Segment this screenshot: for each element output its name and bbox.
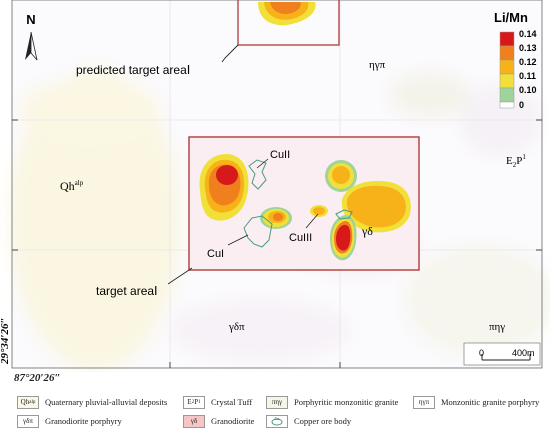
label-qh: Qhalp	[60, 179, 84, 193]
north-arrow	[25, 31, 38, 61]
predicted-leader	[221, 44, 239, 63]
legend-label-qh: Quaternary pluvial-alluvial deposits	[45, 397, 168, 407]
label-cu3: CuIII	[289, 232, 312, 244]
legend-item-gamma-delta: γδ Granodiorite	[183, 413, 254, 429]
svg-text:Cu: Cu	[275, 416, 280, 421]
north-label: N	[26, 12, 35, 27]
legend-panel: Qh alp Quaternary pluvial-alluvial deposi…	[0, 372, 550, 433]
color-swatch-2	[499, 59, 515, 75]
anomaly-left	[199, 153, 249, 221]
label-target-area: target areaⅠ	[96, 284, 158, 298]
geochem-map: N ηγπ Qhalp E2P1 γδ γδπ πηγ predicted ta…	[0, 0, 550, 370]
color-legend-label-4: 0.10	[519, 85, 537, 95]
anomaly-right-large	[341, 180, 411, 233]
label-eta-gamma-pi: ηγπ	[369, 59, 386, 71]
anomaly-right-top	[325, 160, 357, 192]
frame-ticks	[12, 119, 542, 368]
latitude-label: 29°34′26″	[0, 317, 11, 365]
color-legend-label-1: 0.13	[519, 43, 537, 53]
ore-body-cu1	[243, 215, 273, 248]
legend-item-copper: Cu Copper ore body	[266, 413, 351, 429]
legend-item-gamma-delta-pi: γδπ Granodiorite porphyry	[17, 413, 122, 429]
map-frame	[11, 0, 543, 369]
label-gamma-delta: γδ	[361, 224, 373, 238]
predicted-anomaly	[258, 2, 316, 26]
label-e2p1: E2P1	[506, 153, 526, 169]
anomaly-tiny	[310, 205, 328, 217]
color-legend-title: Li/Mn	[494, 10, 528, 25]
label-pi-eta-gamma: πηγ	[489, 321, 505, 333]
leader-lines	[167, 158, 319, 285]
legend-item-eta-gamma-pi: ηγπ Monzonitic granite porphyry	[413, 394, 539, 410]
scale-end: 400m	[512, 348, 535, 358]
label-cu2: CuII	[270, 149, 290, 161]
legend-label-eta-gamma-pi: Monzonitic granite porphyry	[441, 397, 540, 407]
color-legend-label-5: 0	[519, 100, 524, 110]
label-cu1: CuI	[207, 248, 224, 260]
color-swatch-5	[499, 101, 515, 109]
copper-ore-icon: Cu	[271, 416, 283, 426]
legend-swatch-pi-eta-gamma: πηγ	[266, 395, 288, 409]
color-legend-label-0: 0.14	[519, 29, 537, 39]
color-swatch-0	[499, 31, 515, 47]
ore-body-cu2	[248, 159, 267, 190]
legend-label-gamma-delta: Granodiorite	[211, 416, 255, 426]
legend-item-qh: Qh alp Quaternary pluvial-alluvial deposi…	[17, 394, 167, 410]
legend-swatch-qh: Qh alp	[17, 395, 39, 409]
legend-item-pi-eta-gamma: πηγ Porphyritic monzonitic granite	[266, 394, 398, 410]
color-swatch-4	[499, 87, 515, 103]
legend-label-gamma-delta-pi: Granodiorite porphyry	[45, 416, 122, 426]
ore-body-cu3	[335, 209, 353, 220]
scale-bar: 0 400m	[463, 342, 541, 366]
copper-ore-bodies	[243, 159, 353, 248]
color-legend-label-3: 0.11	[519, 71, 536, 81]
legend-label-copper: Copper ore body	[294, 416, 352, 426]
predicted-target-box	[237, 0, 340, 46]
color-legend-label-2: 0.12	[519, 57, 537, 67]
label-predicted-target: predicted target areaⅠ	[76, 63, 190, 77]
legend-swatch-gamma-delta-pi: γδπ	[17, 414, 39, 428]
scale-start: 0	[479, 348, 484, 358]
color-legend: Li/Mn 0.14 0.13 0.12 0.11 0.10 0	[494, 10, 537, 110]
anomaly-bottom-red	[330, 215, 357, 261]
legend-label-e2p: Crystal Tuff	[211, 397, 253, 407]
label-gamma-delta-pi: γδπ	[228, 321, 245, 333]
legend-swatch-copper: Cu	[266, 414, 288, 428]
longitude-label: 87°20′26″	[14, 372, 61, 384]
legend-swatch-eta-gamma-pi: ηγπ	[413, 395, 435, 409]
color-swatch-3	[499, 73, 515, 89]
legend-label-pi-eta-gamma: Porphyritic monzonitic granite	[294, 397, 399, 407]
legend-swatch-gamma-delta: γδ	[183, 414, 205, 428]
color-swatch-1	[499, 45, 515, 61]
